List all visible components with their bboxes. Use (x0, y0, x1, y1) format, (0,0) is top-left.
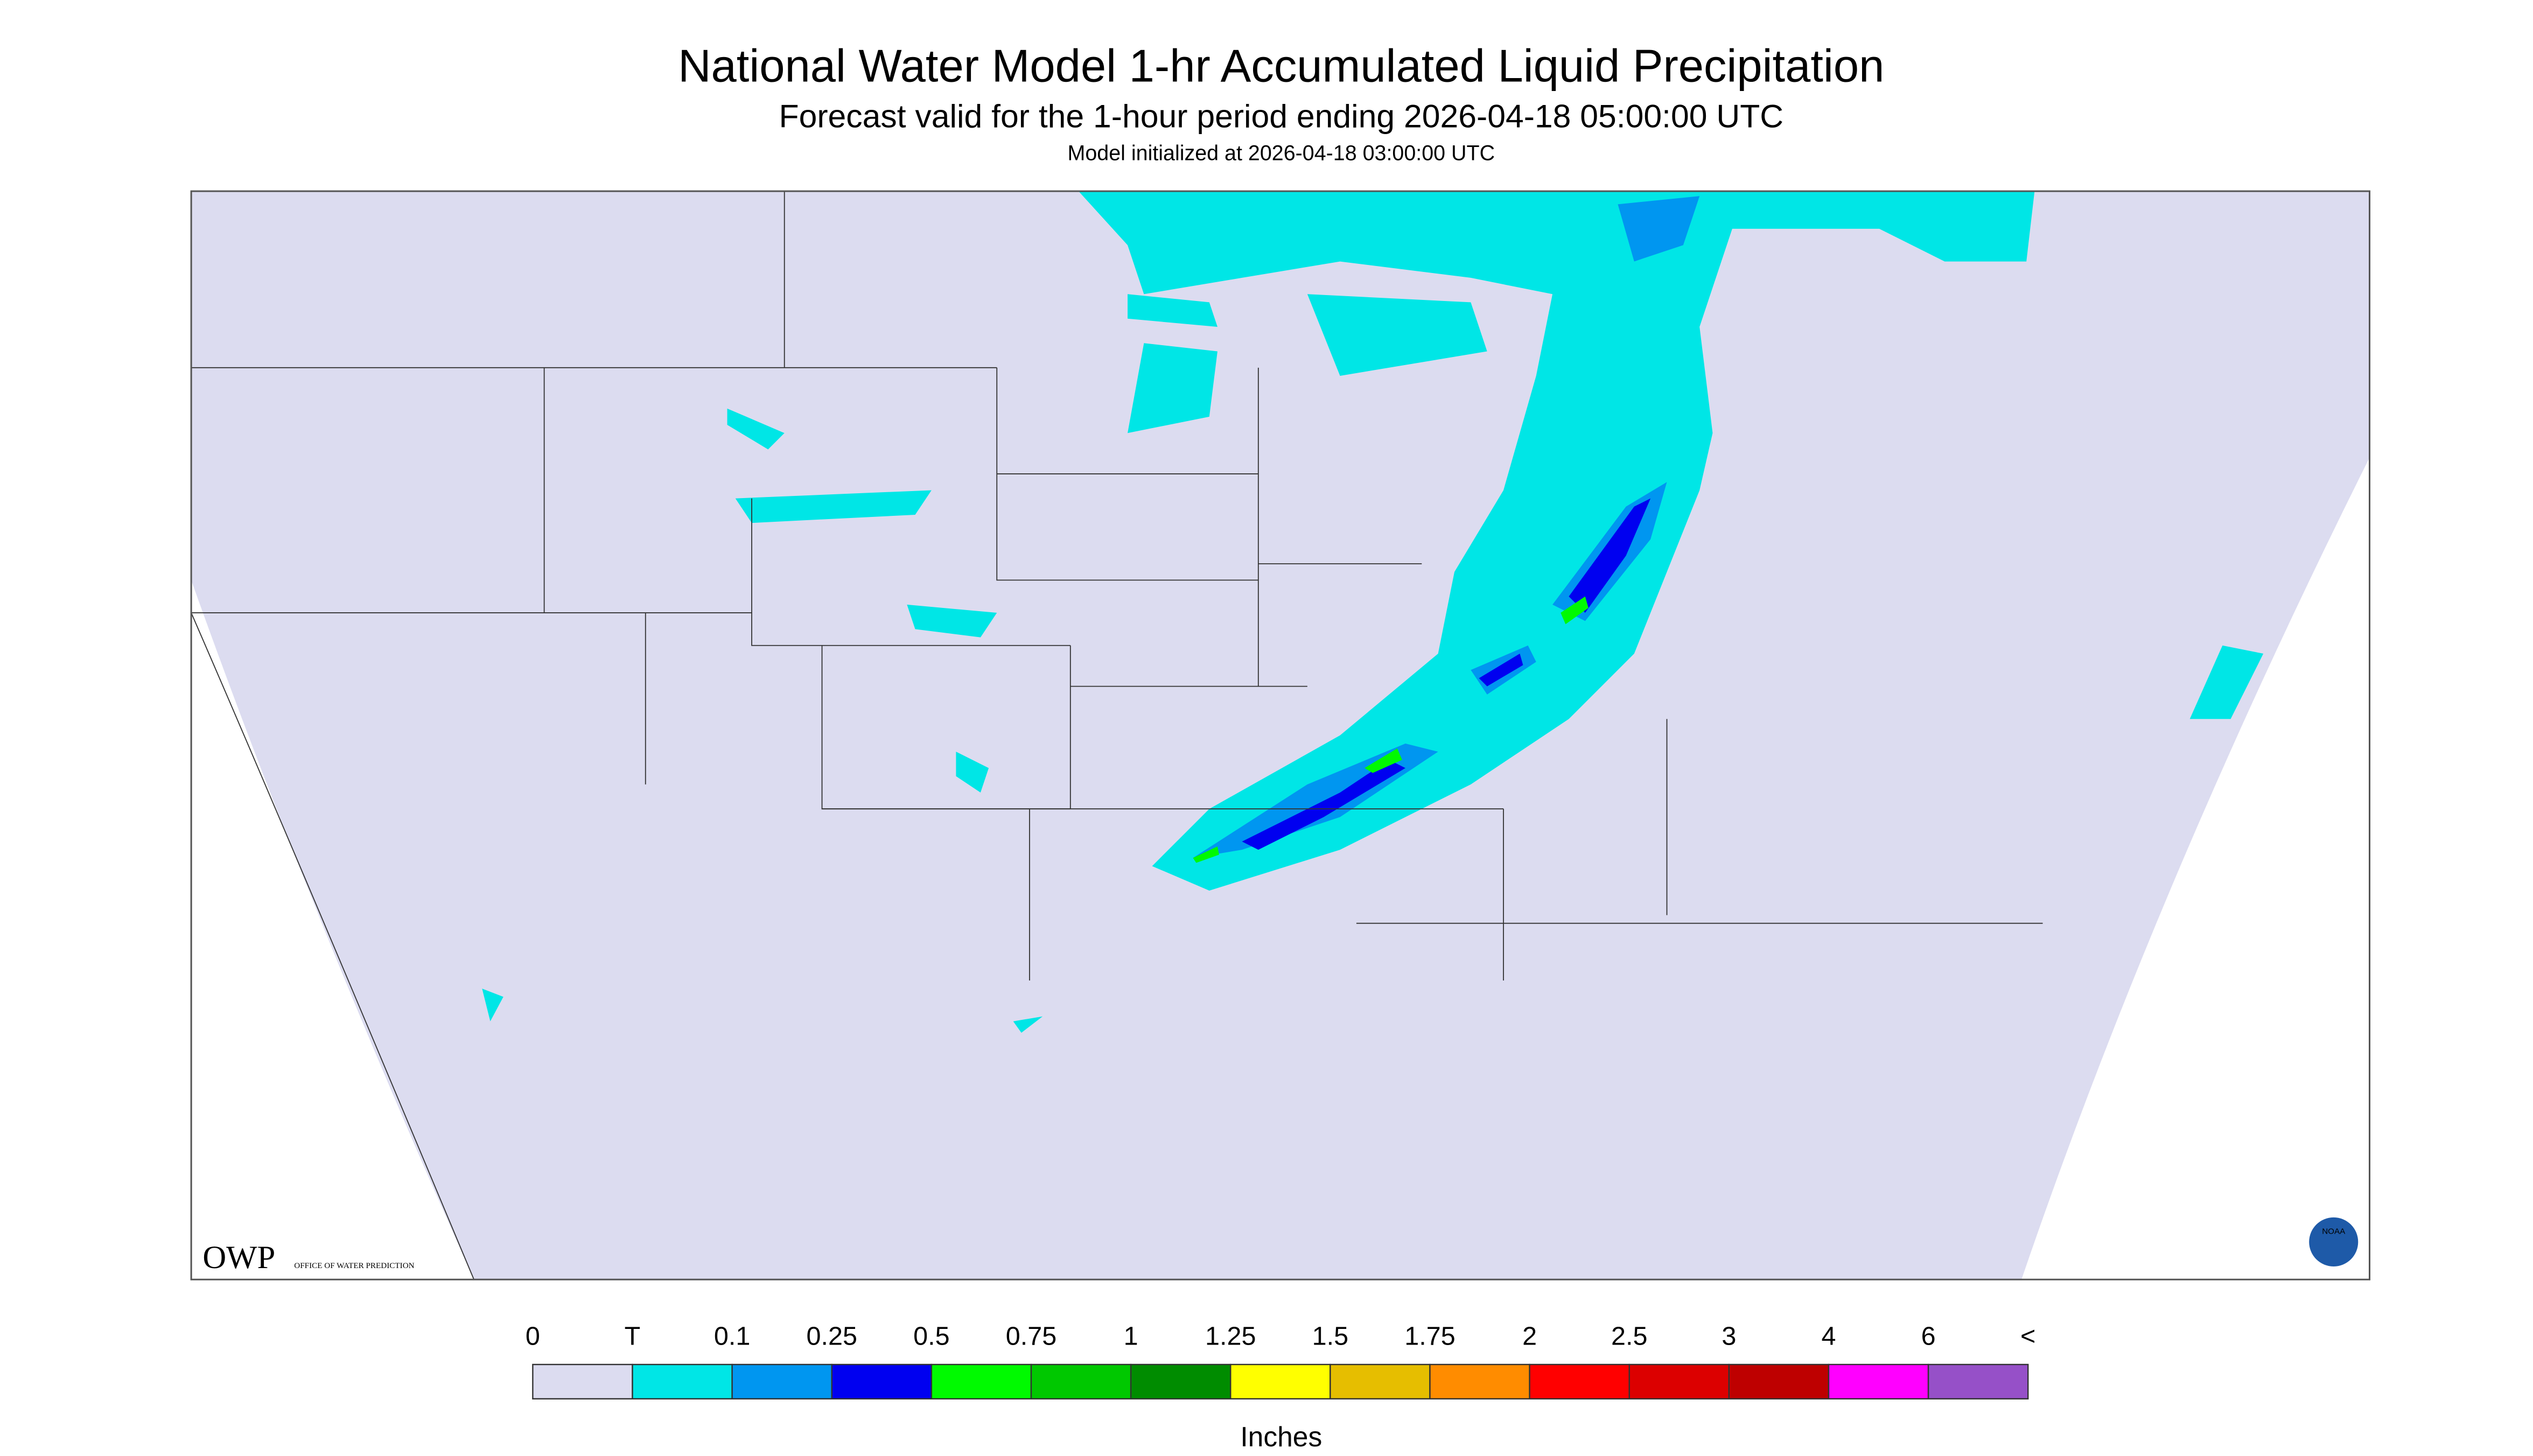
legend-swatch (1828, 1363, 1929, 1399)
owp-name: OFFICE OF WATER PREDICTION (294, 1261, 414, 1270)
noaa-logo (2309, 1217, 2359, 1266)
legend: 0 T 0.1 0.25 0.5 0.75 1 1.25 1.5 1.75 2 2.5 3 4 6 < (526, 1322, 2035, 1399)
subtitle: Forecast valid for the 1-hour period end… (779, 98, 1784, 135)
legend-label: 3 (1722, 1322, 1736, 1351)
legend-swatch (1230, 1363, 1331, 1399)
legend-label: 0 (526, 1322, 540, 1351)
legend-label: 4 (1821, 1322, 1836, 1351)
legend-swatch (532, 1363, 633, 1399)
legend-swatch (1728, 1363, 1830, 1399)
legend-label: T (625, 1322, 641, 1351)
legend-label: 2.5 (1611, 1322, 1648, 1351)
legend-swatch (731, 1363, 832, 1399)
legend-label: 1 (1124, 1322, 1138, 1351)
legend-swatch (1429, 1363, 1530, 1399)
legend-swatch (1529, 1363, 1630, 1399)
legend-label: 1.25 (1205, 1322, 1256, 1351)
legend-swatch (1330, 1363, 1431, 1399)
legend-swatch (1927, 1363, 2029, 1399)
legend-label: 1.5 (1312, 1322, 1349, 1351)
init-time: Model initialized at 2026-04-18 03:00:00… (1068, 141, 1495, 165)
legend-swatch (930, 1363, 1032, 1399)
legend-swatch (831, 1363, 933, 1399)
legend-swatch (1130, 1363, 1231, 1399)
legend-label: 1.75 (1404, 1322, 1455, 1351)
legend-label: 2 (1522, 1322, 1537, 1351)
legend-label: 0.5 (913, 1322, 950, 1351)
noaa-text: NOAA (2322, 1227, 2346, 1236)
legend-swatch (632, 1363, 733, 1399)
title: National Water Model 1-hr Accumulated Li… (678, 41, 1884, 92)
legend-label: 0.1 (714, 1322, 750, 1351)
map: OWP OFFICE OF WATER PREDICTION NOAA (190, 190, 2371, 1280)
legend-label: 0.75 (1006, 1322, 1056, 1351)
legend-label: 6 (1921, 1322, 1936, 1351)
legend-label: 0.25 (806, 1322, 857, 1351)
legend-swatch (1628, 1363, 1730, 1399)
owp-logo: OWP (202, 1240, 275, 1276)
legend-label: < (2020, 1322, 2035, 1351)
legend-swatch (1030, 1363, 1132, 1399)
legend-unit: Inches (1240, 1421, 1322, 1452)
